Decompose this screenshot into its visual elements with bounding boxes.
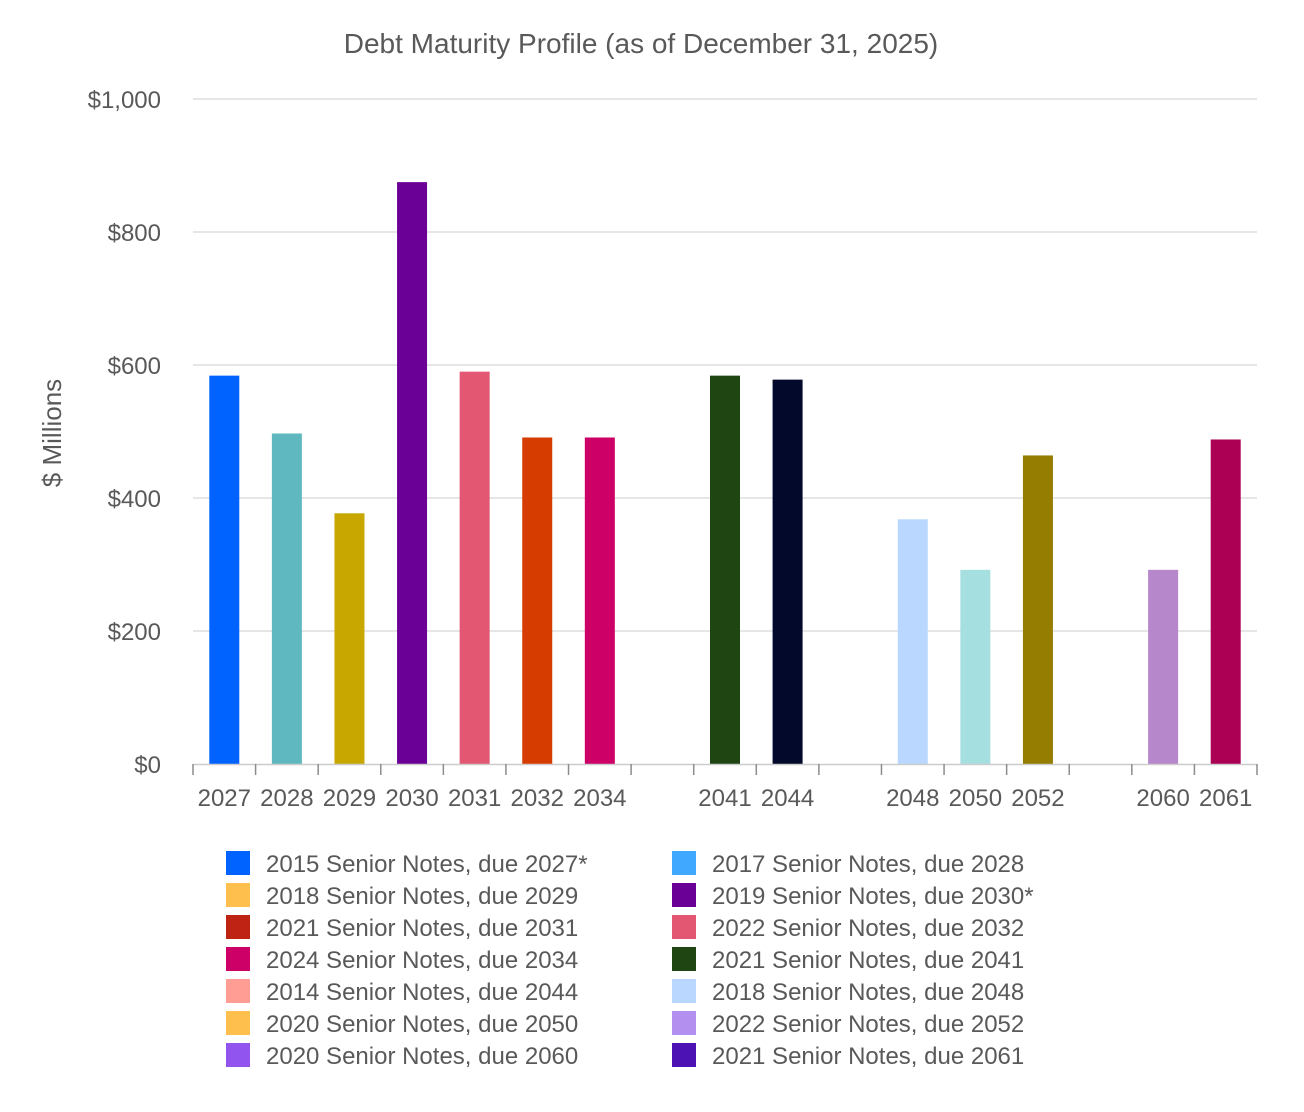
legend-label: 2022 Senior Notes, due 2052 <box>712 1011 1024 1038</box>
legend-swatch <box>672 851 696 875</box>
x-tick-label: 2034 <box>573 785 626 812</box>
legend-swatch <box>672 883 696 907</box>
legend-swatch <box>226 1043 250 1067</box>
x-tick-label: 2060 <box>1136 785 1189 812</box>
y-tick-label: $1,000 <box>88 87 161 114</box>
x-tick-label: 2027 <box>198 785 251 812</box>
legend-label: 2015 Senior Notes, due 2027* <box>266 851 588 878</box>
legend-item: 2015 Senior Notes, due 2027* <box>226 851 588 878</box>
y-tick-label: $400 <box>108 486 161 513</box>
bar-2034 <box>584 437 615 764</box>
legend-swatch <box>672 979 696 1003</box>
legend-swatch <box>226 883 250 907</box>
x-tick-label: 2052 <box>1011 785 1064 812</box>
x-tick-label: 2030 <box>385 785 438 812</box>
legend-label: 2021 Senior Notes, due 2061 <box>712 1043 1024 1070</box>
legend-item: 2021 Senior Notes, due 2031 <box>226 915 578 942</box>
legend-item: 2018 Senior Notes, due 2029 <box>226 883 578 910</box>
x-tick-label: 2048 <box>886 785 939 812</box>
legend-swatch <box>672 1043 696 1067</box>
bar-2048 <box>897 519 928 764</box>
legend-item: 2021 Senior Notes, due 2041 <box>672 947 1024 974</box>
bar-2032 <box>522 437 553 764</box>
legend-label: 2014 Senior Notes, due 2044 <box>266 979 578 1006</box>
bar-2060 <box>1148 569 1179 764</box>
bar-2041 <box>710 375 740 764</box>
bars <box>209 182 1241 764</box>
x-tick-label: 2029 <box>323 785 376 812</box>
bar-2028 <box>271 433 302 764</box>
legend-item: 2019 Senior Notes, due 2030* <box>672 883 1034 910</box>
legend-swatch <box>226 915 250 939</box>
legend-item: 2020 Senior Notes, due 2050 <box>226 1011 578 1038</box>
gridlines <box>193 98 1257 632</box>
bar-2027 <box>209 375 240 764</box>
legend-label: 2019 Senior Notes, due 2030* <box>712 883 1034 910</box>
x-tick-label: 2028 <box>260 785 313 812</box>
legend-item: 2022 Senior Notes, due 2052 <box>672 1011 1024 1038</box>
legend-item: 2014 Senior Notes, due 2044 <box>226 979 578 1006</box>
legend-swatch <box>226 851 250 875</box>
y-tick-label: $0 <box>134 752 161 779</box>
x-tick-label: 2041 <box>698 785 751 812</box>
legend-label: 2018 Senior Notes, due 2029 <box>266 883 578 910</box>
x-tick-label: 2044 <box>761 785 814 812</box>
y-tick-label: $800 <box>108 220 161 247</box>
bar-2061 <box>1210 439 1241 764</box>
legend-swatch <box>672 947 696 971</box>
legend-label: 2018 Senior Notes, due 2048 <box>712 979 1024 1006</box>
legend-swatch <box>672 1011 696 1035</box>
bar-2029 <box>334 513 365 764</box>
legend-item: 2020 Senior Notes, due 2060 <box>226 1043 578 1070</box>
x-axis: 2027 2028 2029 2030 2031 2032 2034 2041 2044 2048… <box>192 763 1258 812</box>
legend-item: 2024 Senior Notes, due 2034 <box>226 947 578 974</box>
y-tick-label: $200 <box>108 619 161 646</box>
bar-2050 <box>960 569 991 764</box>
legend-label: 2020 Senior Notes, due 2050 <box>266 1011 578 1038</box>
legend-swatch <box>226 979 250 1003</box>
bar-2031 <box>459 371 490 764</box>
legend-label: 2022 Senior Notes, due 2032 <box>712 915 1024 942</box>
bar-2044 <box>772 379 803 764</box>
chart-title: Debt Maturity Profile (as of December 31… <box>344 28 938 59</box>
x-tick-label: 2050 <box>949 785 1002 812</box>
x-tick-label: 2061 <box>1199 785 1252 812</box>
legend: 2015 Senior Notes, due 2027* 2017 Senior … <box>226 851 1034 1070</box>
legend-swatch <box>226 1011 250 1035</box>
y-axis-label: $ Millions <box>37 379 67 487</box>
y-tick-label: $600 <box>108 353 161 380</box>
legend-label: 2020 Senior Notes, due 2060 <box>266 1043 578 1070</box>
x-tick-label: 2031 <box>448 785 501 812</box>
bar-2052 <box>1022 455 1053 764</box>
x-tick-label: 2032 <box>511 785 564 812</box>
legend-label: 2024 Senior Notes, due 2034 <box>266 947 578 974</box>
legend-item: 2017 Senior Notes, due 2028 <box>672 851 1024 878</box>
y-axis-ticks: $0 $200 $400 $600 $800 $1,000 <box>88 87 161 779</box>
bar-2030 <box>397 182 428 764</box>
legend-item: 2021 Senior Notes, due 2061 <box>672 1043 1024 1070</box>
legend-label: 2021 Senior Notes, due 2031 <box>266 915 578 942</box>
legend-swatch <box>226 947 250 971</box>
legend-item: 2018 Senior Notes, due 2048 <box>672 979 1024 1006</box>
legend-label: 2021 Senior Notes, due 2041 <box>712 947 1024 974</box>
legend-label: 2017 Senior Notes, due 2028 <box>712 851 1024 878</box>
legend-swatch <box>672 915 696 939</box>
legend-item: 2022 Senior Notes, due 2032 <box>672 915 1024 942</box>
